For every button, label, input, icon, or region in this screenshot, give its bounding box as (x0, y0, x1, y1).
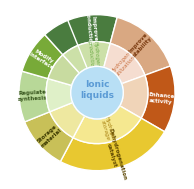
Wedge shape (45, 20, 78, 55)
Wedge shape (60, 118, 165, 171)
Text: Dehydrogenation
catalyst: Dehydrogenation catalyst (102, 127, 127, 182)
Text: Hydrogen
storage: Hydrogen storage (99, 115, 117, 144)
Wedge shape (22, 35, 63, 79)
Wedge shape (19, 71, 50, 122)
Wedge shape (75, 42, 110, 69)
Wedge shape (50, 102, 85, 138)
Wedge shape (110, 17, 170, 75)
Text: Storage
material: Storage material (36, 123, 62, 149)
Wedge shape (104, 43, 145, 84)
Circle shape (71, 66, 123, 119)
Text: Ionic
liquids: Ionic liquids (80, 80, 114, 100)
Wedge shape (46, 79, 73, 112)
Wedge shape (63, 46, 87, 73)
Text: Enhance
activity: Enhance activity (148, 92, 175, 105)
Text: Hydrogen
production: Hydrogen production (87, 39, 100, 69)
Wedge shape (64, 15, 117, 46)
Wedge shape (25, 112, 73, 162)
Wedge shape (73, 106, 141, 144)
Wedge shape (120, 75, 148, 118)
Text: Modify
interface: Modify interface (28, 46, 57, 70)
Text: Hydrogen
utilization: Hydrogen utilization (110, 51, 136, 78)
Wedge shape (141, 66, 175, 132)
Text: Improve
conduction: Improve conduction (85, 11, 98, 46)
Text: Regulate
synthesis: Regulate synthesis (18, 90, 48, 102)
Wedge shape (48, 55, 79, 85)
Text: Improve
stability: Improve stability (128, 32, 153, 58)
